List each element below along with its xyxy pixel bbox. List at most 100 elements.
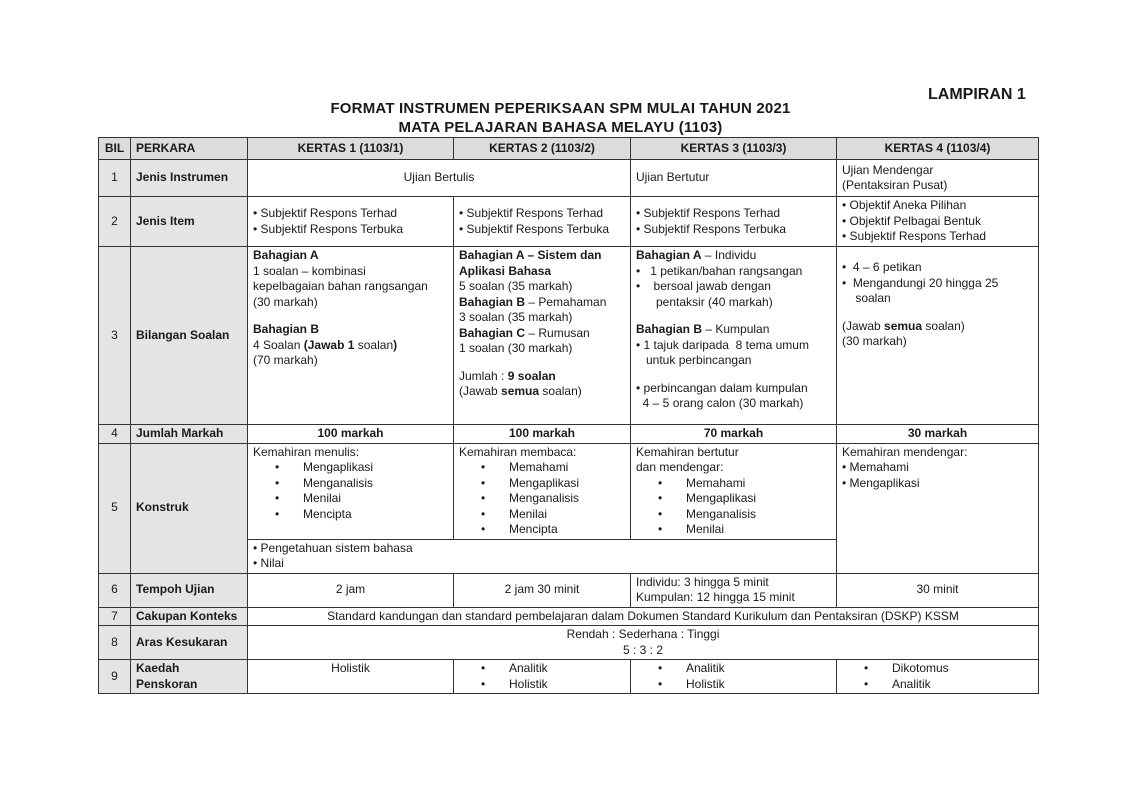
text: kepelbagaian bahan rangsangan (253, 279, 428, 293)
cell-line: 1 soalan (30 markah) (459, 341, 625, 357)
bullet-text: Menilai (509, 506, 548, 521)
text: Holistik (331, 661, 370, 675)
text: • 1 petikan/bahan rangsangan (636, 263, 803, 278)
text: 1 soalan – kombinasi (253, 263, 366, 278)
text: soalan (842, 291, 891, 305)
text: • Subjektif Respons Terhad (842, 229, 987, 244)
cell-line: soalan (842, 291, 1033, 307)
cell-line: • 1 petikan/bahan rangsangan (636, 264, 831, 280)
bullet-text: Mengaplikasi (509, 475, 580, 490)
konstruk-heading: Kemahiran mendengar: (842, 444, 968, 459)
row-perkara: Jumlah Markah (130, 424, 248, 444)
cell-line: Rendah : Sederhana : Tinggi (253, 627, 1033, 643)
text: soalan (354, 337, 394, 352)
table-cell: Ujian Bertulis (247, 159, 631, 197)
row-perkara: Kaedah Penskoran (130, 659, 248, 694)
document-subtitle: MATA PELAJARAN BAHASA MELAYU (1103) (398, 119, 723, 136)
cell-line: 100 markah (253, 426, 448, 442)
cell-line: Bahagian B – Pemahaman (459, 295, 625, 311)
bold-text: Bahagian A – Sistem dan (459, 248, 602, 262)
cell-line: • Objektif Pelbagai Bentuk (842, 214, 1033, 230)
bullet-text: Menilai (686, 522, 725, 536)
spacer (636, 310, 831, 322)
table-cell: • 4 – 6 petikan • Mengandungi 20 hingga 2… (836, 246, 1039, 425)
konstruk-heading: Kemahiran menulis: (253, 444, 360, 459)
bold-text: 100 markah (317, 426, 384, 440)
bullet-item: • Holistik (459, 677, 625, 693)
text: (30 markah) (253, 294, 318, 309)
bullet-icon: • (275, 475, 280, 490)
spacer (459, 357, 625, 369)
cell-line: • Subjektif Respons Terhad (459, 206, 625, 222)
row-perkara: Jenis Item (130, 196, 248, 247)
text: • bersoal jawab dengan (636, 279, 771, 293)
cell-line: (Jawab semua soalan) (459, 384, 625, 400)
bullet-text: Mencipta (509, 522, 558, 536)
cell-line: (Pentaksiran Pusat) (842, 178, 1033, 194)
row-perkara: Cakupan Konteks (130, 606, 248, 626)
cell-line: 30 markah (842, 426, 1033, 442)
cell-line: Bahagian B (253, 322, 448, 338)
spacer (636, 369, 831, 381)
cell-line: • 4 – 6 petikan (842, 260, 1033, 276)
bold-text: Bahagian C (459, 325, 526, 340)
table-cell: • Objektif Aneka Pilihan • Objektif Pelba… (836, 196, 1039, 247)
table-cell: Rendah : Sederhana : Tinggi 5 : 3 : 2 (247, 625, 1039, 660)
col-bil: BIL (98, 137, 131, 160)
bullet-text: Mengaplikasi (303, 460, 374, 474)
cell-line: pentaksir (40 markah) (636, 295, 831, 311)
bullet-icon: • (658, 506, 663, 521)
bullet-text: Analitik (892, 676, 931, 691)
text: • Subjektif Respons Terbuka (459, 221, 610, 236)
text: Kumpulan: 12 hingga 15 minit (636, 590, 795, 604)
table-cell: • Analitik • Holistik (630, 659, 837, 694)
text: • Objektif Aneka Pilihan (842, 198, 967, 213)
text: Rendah : Sederhana : Tinggi (566, 627, 720, 641)
cell-line: Kumpulan: 12 hingga 15 minit (636, 590, 831, 606)
bullet-icon: • (658, 522, 663, 536)
konstruk-kertas4: Kemahiran mendengar: • Memahami • Mengapli… (836, 442, 1039, 574)
bullet-item: • Menilai (636, 522, 831, 538)
text: • Subjektif Respons Terbuka (636, 221, 787, 236)
text: 30 minit (916, 582, 959, 597)
cell-line: Bahagian A – Sistem dan (459, 248, 625, 264)
row-perkara: Konstruk (130, 442, 248, 574)
text: – Rumusan (525, 325, 590, 340)
bullet-text: Analitik (686, 661, 725, 675)
row-number: 6 (98, 572, 131, 608)
konstruk-item: • Nilai (253, 556, 284, 570)
table-cell: Ujian Bertutur (630, 159, 837, 197)
text: • Subjektif Respons Terbuka (253, 221, 404, 236)
table-cell: Holistik (247, 659, 454, 694)
table-cell: 100 markah (247, 424, 454, 444)
konstruk-kertas3: Kemahiran bertutur dan mendengar: • Memaham… (630, 442, 837, 540)
text: – Individu (701, 248, 757, 262)
bold-text: (Jawab 1 (303, 337, 355, 352)
konstruk-item: • Memahami (842, 460, 909, 474)
bold-text: Bahagian A (636, 248, 702, 262)
bullet-icon: • (658, 661, 663, 675)
table-row: • Pengetahuan sistem bahasa • Nilai (99, 538, 1039, 574)
cell-line: Bahagian A (253, 248, 448, 264)
bullet-icon: • (658, 491, 663, 505)
spacer (842, 307, 1033, 319)
bullet-item: • Menilai (459, 507, 625, 523)
header-row: BIL PERKARA KERTAS 1 (1103/1) KERTAS 2 (… (98, 137, 1039, 160)
row-perkara: Bilangan Soalan (130, 246, 248, 425)
cell-line: • Subjektif Respons Terhad (842, 229, 1033, 245)
cell-line: • Subjektif Respons Terbuka (253, 222, 448, 238)
table-cell: Individu: 3 hingga 5 minit Kumpulan: 12 h… (630, 572, 837, 608)
cell-line: Jumlah : 9 soalan (459, 369, 625, 385)
row-number: 1 (98, 159, 131, 197)
cell-line: 70 markah (636, 426, 831, 442)
cell-line: 100 markah (459, 426, 625, 442)
konstruk-item: • Mengaplikasi (842, 475, 920, 490)
bullet-item: • Mengaplikasi (459, 476, 625, 492)
cell-line: 4 Soalan (Jawab 1 soalan) (253, 338, 448, 354)
cell-line: 3 soalan (35 markah) (459, 310, 625, 326)
bold-text: semua (501, 384, 540, 398)
lampiran-label: LAMPIRAN 1 (928, 86, 1026, 103)
text: Standard kandungan dan standard pembelaj… (327, 608, 959, 623)
spacer (842, 248, 1033, 260)
